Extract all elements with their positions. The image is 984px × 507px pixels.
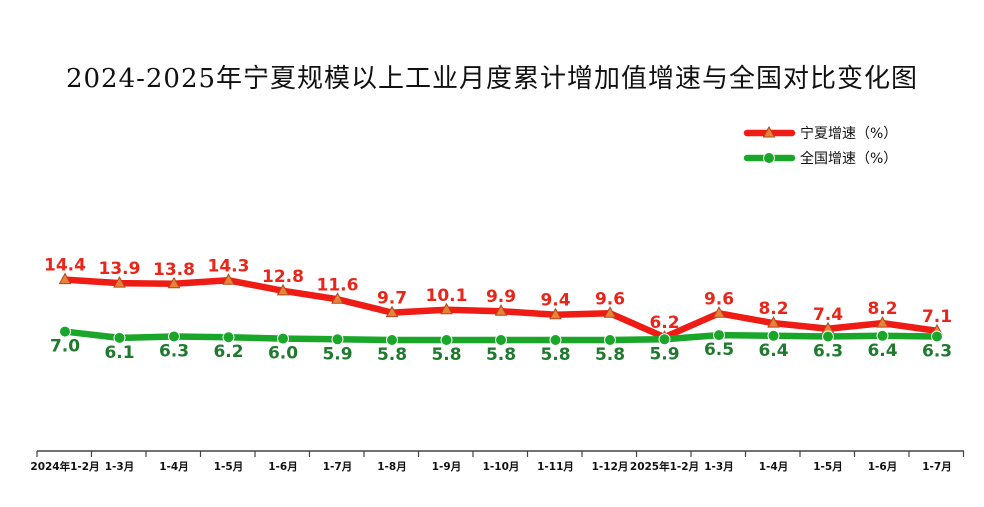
x-axis: 2024年1-2月 1-3月 1-4月 1-5月 1-6月 1-7月 1-8月 1-9月 1-1… (30, 450, 965, 473)
national-point (822, 330, 834, 343)
national-data-label: 6.3 (922, 341, 952, 361)
ningxia-point (494, 304, 508, 316)
national-point (331, 333, 344, 346)
x-tick-label: 1-11月 (537, 461, 574, 473)
ningxia-point (331, 292, 344, 304)
ningxia-data-label: 9.4 (540, 291, 570, 311)
ningxia-point (549, 307, 562, 320)
x-tick-label: 1-3月 (105, 461, 134, 473)
ningxia-data-label: 7.1 (922, 307, 952, 327)
ningxia-data-label: 6.2 (649, 313, 679, 333)
x-tick-label: 1-12月 (592, 461, 629, 473)
national-point (604, 334, 616, 347)
ningxia-data-label: 9.6 (595, 289, 625, 309)
x-tick-label: 1-5月 (813, 461, 842, 473)
national-data-label: 6.4 (758, 341, 788, 361)
legend-ningxia-label: 宁夏增速（%） (800, 125, 897, 142)
national-point (658, 333, 671, 346)
x-tick-label: 1-6月 (268, 461, 297, 473)
national-data-label: 6.4 (867, 341, 897, 361)
legend-triangle-marker (762, 125, 776, 138)
national-data-label: 5.8 (595, 345, 625, 365)
national-point (767, 329, 780, 342)
x-tick-label: 1-4月 (159, 461, 188, 473)
national-data-label: 6.0 (268, 344, 298, 364)
ningxia-data-label: 7.4 (813, 305, 843, 325)
ningxia-data-label: 9.7 (377, 289, 407, 309)
national-point (440, 334, 453, 347)
data-labels: 14.4 13.9 13.8 14.3 12.8 11.6 9.7 10.1 9.9 9.4 9.6… (44, 256, 952, 365)
ningxia-point (222, 273, 235, 285)
national-point (495, 334, 507, 347)
ningxia-data-label: 9.9 (486, 287, 516, 307)
national-point (277, 332, 289, 345)
ningxia-data-label: 14.3 (208, 256, 250, 276)
ningxia-data-label: 8.2 (758, 299, 788, 319)
x-tick-label: 2025年1-2月 (630, 460, 699, 473)
national-point (113, 331, 126, 344)
ningxia-data-label: 11.6 (317, 275, 359, 295)
national-point (549, 334, 562, 347)
legend-national-label: 全国增速（%） (800, 150, 897, 167)
ningxia-data-label: 9.6 (704, 289, 734, 309)
ningxia-point (167, 276, 181, 289)
chart-title: 2024-2025年宁夏规模以上工业月度累计增加值增速与全国对比变化图 (65, 64, 919, 94)
ningxia-data-label: 10.1 (426, 286, 468, 306)
ningxia-point (440, 302, 453, 315)
national-data-label: 5.9 (322, 344, 352, 364)
ningxia-point (767, 316, 780, 328)
national-point (222, 331, 235, 344)
national-data-label: 7.0 (50, 337, 80, 357)
national-data-label: 6.3 (159, 341, 189, 361)
x-tick-label: 2024年1-2月 (30, 460, 99, 473)
ningxia-point (113, 276, 126, 288)
ningxia-data-label: 12.8 (262, 267, 304, 287)
national-data-label: 5.8 (486, 345, 516, 365)
x-tick-label: 1-8月 (377, 461, 406, 473)
x-tick-label: 1-5月 (214, 461, 243, 473)
ningxia-point (876, 316, 889, 328)
ningxia-point (712, 306, 726, 318)
national-point (876, 329, 889, 342)
national-data-label: 6.5 (704, 340, 734, 360)
national-data-label: 6.2 (213, 342, 243, 362)
ningxia-point (276, 283, 290, 296)
national-point (931, 330, 943, 343)
national-data-label: 6.3 (813, 341, 843, 361)
series-layer (58, 272, 944, 347)
x-tick-label: 1-9月 (432, 461, 461, 473)
ningxia-point (603, 306, 617, 318)
national-data-label: 5.9 (649, 344, 679, 364)
x-tick-label: 1-10月 (483, 461, 520, 473)
national-point (386, 334, 398, 347)
national-data-label: 5.8 (377, 345, 407, 365)
ningxia-data-label: 14.4 (44, 256, 86, 276)
ningxia-data-label: 13.9 (99, 259, 141, 279)
national-point (168, 330, 180, 343)
x-tick-label: 1-4月 (759, 461, 788, 473)
x-tick-label: 1-6月 (868, 461, 897, 473)
national-data-label: 5.8 (431, 345, 461, 365)
ningxia-data-label: 13.8 (153, 260, 195, 280)
national-data-label: 5.8 (540, 345, 570, 365)
national-point (713, 329, 725, 342)
ningxia-data-label: 8.2 (867, 299, 897, 319)
national-point (59, 325, 71, 338)
legend: 宁夏增速（%） 全国增速（%） (743, 125, 897, 167)
x-tick-label: 1-7月 (922, 461, 951, 473)
national-data-label: 6.1 (104, 343, 134, 363)
x-tick-label: 1-3月 (704, 461, 733, 473)
legend-circle-marker (763, 152, 775, 164)
ningxia-point (385, 305, 399, 318)
x-tick-label: 1-7月 (323, 461, 352, 473)
ningxia-point (58, 272, 72, 285)
